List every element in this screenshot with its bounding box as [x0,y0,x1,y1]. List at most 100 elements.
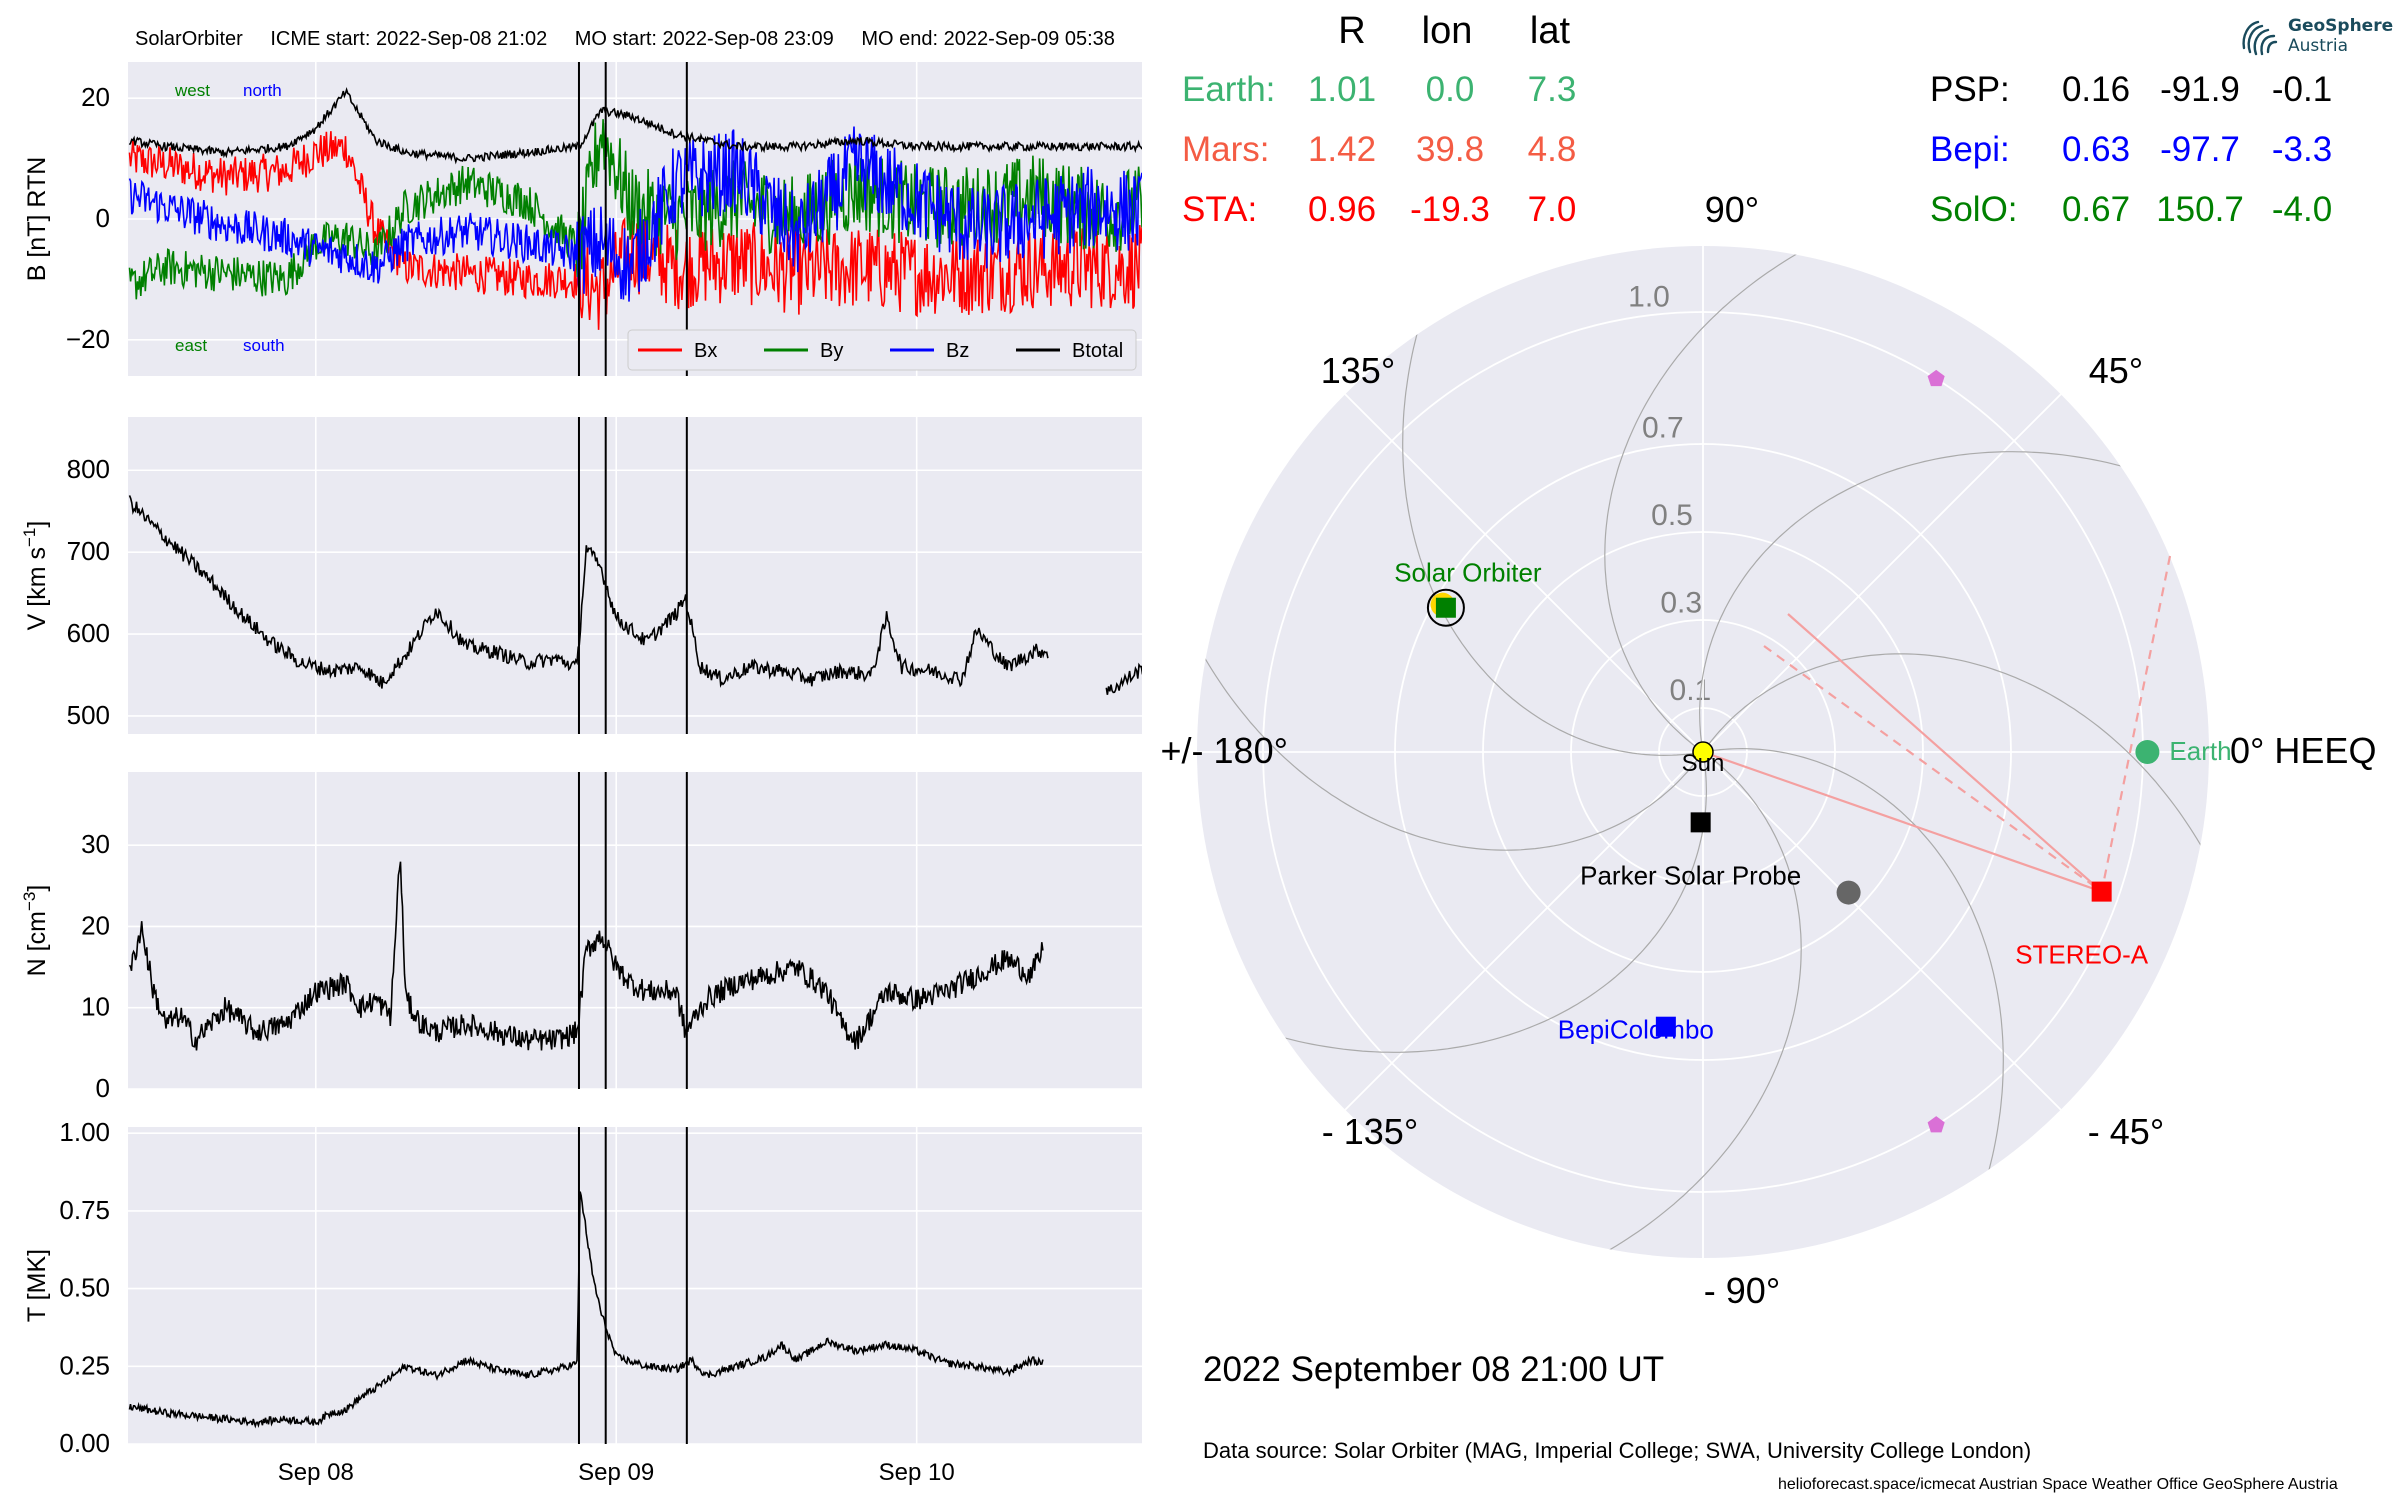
mo-end-label: MO end: 2022-Sep-09 05:38 [861,28,1115,50]
solar-orbiter-marker [1435,597,1456,618]
y-axis-label-end: ] [23,885,51,892]
datetime-label: 2022 September 08 21:00 UT [1203,1350,1665,1389]
parker-spiral [1586,751,1802,1258]
solar-orbiter-label: Solar Orbiter [1394,558,1542,588]
angle-label: +/- 180° [1161,730,1288,771]
header-line: SolarOrbiter ICME start: 2022-Sep-08 21:… [135,28,1115,51]
table-row-lon: 150.7 [2156,190,2244,229]
table-row-lon: -91.9 [2160,70,2240,109]
logo-line2: Austria [2288,36,2349,56]
table-row-lon: -19.3 [1410,190,1490,229]
radial-tick-label: 0.3 [1660,587,1702,620]
angle-label: 90° [1705,189,1759,230]
x-tick-label: Sep 08 [278,1459,354,1486]
geosphere-logo-icon [2242,20,2278,56]
parker-solar-probe-label: Parker Solar Probe [1580,860,1801,890]
table-row-r: 0.16 [2061,70,2131,109]
table-row-r: 1.42 [1307,130,1377,169]
y-tick-label: 10 [81,992,110,1022]
parker-spiral [1604,246,1820,753]
angle-label: 0° HEEQ [2230,730,2376,771]
logo-line1: GeoSphere [2288,16,2394,36]
table-row-lat: 7.3 [1527,70,1577,109]
table-row-r: 0.67 [2061,190,2131,229]
table-header-lat: lat [1529,10,1571,52]
stereo-a-line [1702,750,2103,893]
table-row-lat: 7.0 [1527,190,1577,229]
credits-label: helioforecast.space/icmecat Austrian Spa… [1778,1476,2338,1493]
series-line-By [128,119,1142,300]
y-tick-label: −20 [66,324,110,354]
parker-spiral [1698,451,2147,753]
legend-box [627,329,1137,371]
table-row-lon: -97.7 [2160,130,2240,169]
table-row-name: SolO: [1930,190,2018,229]
legend-label-Bz: Bz [946,340,969,362]
y-axis-label-end: ] [23,521,51,528]
y-axis-label: V [km s−1] [20,521,51,631]
angle-label: 45° [2089,350,2143,391]
bepicolombo-marker [1655,1016,1676,1037]
series-line-temperature [128,1191,1044,1429]
parker-spiral [1702,653,2209,869]
series-line-Btotal [128,87,1142,165]
y-axis-label-exponent: −1 [20,528,39,547]
table-row-lon: 0.0 [1425,70,1475,109]
y-tick-label: 800 [67,454,110,484]
angle-label: - 45° [2088,1111,2164,1152]
table-row-lat: -0.1 [2271,70,2333,109]
north-label: north [243,81,282,100]
parker-spiral [1402,308,1704,757]
series-group [128,87,1142,330]
table-row-name: Bepi: [1930,130,2010,169]
spacecraft-name: SolarOrbiter [135,28,243,50]
y-tick-label: 0.50 [59,1273,110,1303]
table-row-r: 0.63 [2061,130,2131,169]
angular-gridline [1702,751,2062,1111]
angle-label: - 90° [1704,1270,1780,1311]
table-row-r: 0.96 [1307,190,1377,229]
planet-pentagon-marker [1927,369,1945,387]
radial-tick-label: 0.1 [1670,674,1712,707]
radial-tick-label: 0.5 [1651,499,1693,532]
panel-density: 30 20 10 0 N [cm−3] [20,772,1142,1103]
angular-gridline [1344,393,1704,753]
panel-background [128,1127,1142,1444]
parker-spirals [1197,246,2209,1258]
west-label: west [174,81,210,100]
radial-tick-label: 0.7 [1642,412,1684,445]
stereo-a-marker [2091,881,2112,902]
bepicolombo-label: BepiColombo [1558,1015,1714,1045]
series-line-Bz [128,126,1142,302]
polar-plot: 0.1 0.3 0.5 0.7 1.0 0° HEEQ 45° 90° 135° +/- 180°… [1161,189,2377,1311]
table-row-name: Earth: [1182,70,1276,109]
angle-label: 135° [1321,350,1395,391]
geosphere-logo: GeoSphere Austria [2236,14,2393,62]
extra-circle-marker [1836,880,1861,905]
icme-start-label: ICME start: 2022-Sep-08 21:02 [270,28,548,50]
series-line-velocity [1105,662,1142,695]
panel-velocity: 800 700 600 500 V [km s−1] [20,417,1142,734]
mo-start-label: MO start: 2022-Sep-08 23:09 [574,28,834,50]
parker-spiral [1259,751,1708,1053]
x-tick-label: Sep 09 [578,1459,654,1486]
table-header-lon: lon [1421,10,1473,52]
y-tick-label: 1.00 [59,1117,110,1147]
stereo-a-label: STEREO-A [2015,940,2149,970]
panel-magnetic_field: 20 0 −20 B [nT] RTN west north east south Bx By Bz… [23,62,1142,376]
panel-background [128,772,1142,1089]
legend-label-Btotal: Btotal [1072,340,1123,362]
table-row-lon: 39.8 [1415,130,1485,169]
y-tick-label: 20 [81,910,110,940]
angle-label: - 135° [1322,1111,1418,1152]
series-line-velocity [128,495,1049,689]
y-axis-label-main: V [km s [23,547,51,630]
parker-spiral [1197,635,1704,851]
earth-label: Earth [2169,736,2231,766]
x-tick-label: Sep 10 [879,1459,955,1486]
earth-marker [2135,740,2160,764]
south-label: south [243,336,285,355]
y-tick-label: 500 [67,700,110,730]
series-group [128,1191,1044,1429]
